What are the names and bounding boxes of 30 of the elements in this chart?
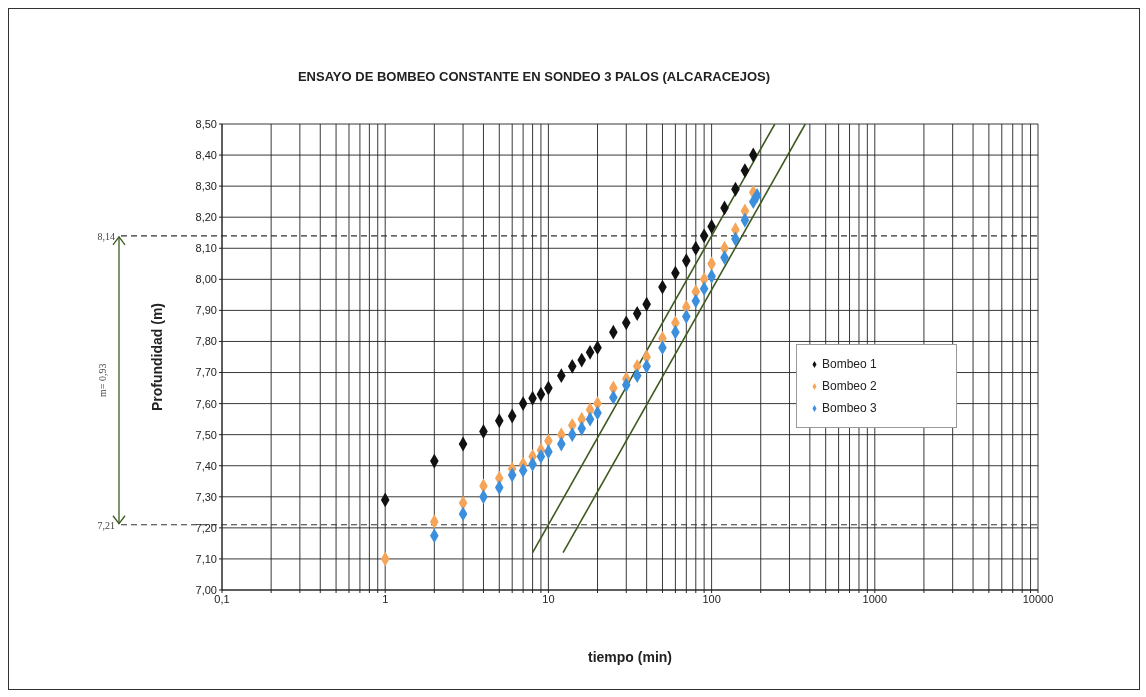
y-tick-label: 8,10 [195, 242, 217, 255]
y-tick-label: 8,20 [195, 211, 217, 224]
chart-title: ENSAYO DE BOMBEO CONSTANTE EN SONDEO 3 PALOS (ALCARACEJOS) [297, 69, 771, 84]
legend-label: Bombeo 1 [822, 357, 877, 371]
y-tick-label: 8,30 [195, 180, 217, 193]
y-tick-label: 8,00 [195, 273, 217, 286]
y-axis-title: Profundidad (m) [148, 302, 165, 412]
x-tick-label: 10000 [1022, 592, 1054, 605]
y-tick-label: 7,00 [195, 583, 217, 596]
legend-label: Bombeo 3 [822, 401, 877, 415]
y-tick-label: 7,30 [195, 490, 217, 503]
y-tick-label: 7,80 [195, 335, 217, 348]
y-tick-label: 8,40 [195, 148, 217, 161]
y-tick-label: 7,10 [195, 552, 217, 565]
x-tick-label: 1 [382, 592, 389, 605]
y-tick-label: 7,90 [195, 304, 217, 317]
x-tick-label: 100 [702, 592, 721, 605]
ref-line-label: 7,21 [97, 519, 115, 531]
y-tick-label: 8,50 [195, 117, 217, 130]
x-axis-title: tiempo (min) [588, 648, 672, 665]
y-tick-label: 7,20 [195, 521, 217, 534]
text: m= 0,93 [97, 363, 108, 398]
legend-label: Bombeo 2 [822, 379, 877, 393]
y-tick-label: 7,60 [195, 397, 217, 410]
x-tick-label: 1000 [862, 592, 888, 605]
y-tick-label: 7,70 [195, 366, 217, 379]
x-tick-label: 10 [542, 592, 555, 605]
ref-line-label: 8,14 [97, 230, 115, 242]
y-tick-label: 7,50 [195, 428, 217, 441]
y-tick-label: 7,40 [195, 459, 217, 472]
